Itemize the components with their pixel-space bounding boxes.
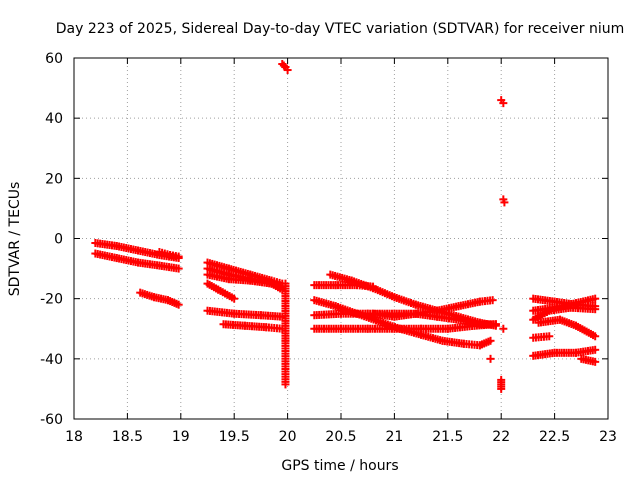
- data-point: [283, 66, 292, 75]
- x-tick-label: 18.5: [112, 429, 143, 445]
- grid: [74, 58, 608, 419]
- data-point: [545, 332, 554, 341]
- chart-title: Day 223 of 2025, Sidereal Day-to-day VTE…: [56, 21, 625, 37]
- x-tick-label: 20.5: [325, 429, 356, 445]
- data-point: [488, 296, 497, 305]
- x-axis-label: GPS time / hours: [281, 458, 398, 474]
- data-point: [499, 99, 508, 108]
- data-marks: [91, 60, 600, 393]
- data-point: [230, 294, 239, 303]
- data-point: [591, 305, 600, 314]
- x-axis-ticks: 18 18.5 19 19.5 20 20.5 21 21.5 22 22.5 23: [65, 58, 617, 445]
- y-tick-label: 40: [45, 111, 63, 127]
- x-tick-label: 19.5: [219, 429, 250, 445]
- data-point: [591, 357, 600, 366]
- data-point: [279, 61, 288, 70]
- data-point: [591, 345, 600, 354]
- data-point: [174, 252, 183, 261]
- y-tick-label: 0: [54, 232, 63, 248]
- data-point: [497, 375, 506, 384]
- x-tick-label: 23: [599, 429, 617, 445]
- x-tick-label: 20: [279, 429, 297, 445]
- data-point: [281, 380, 290, 389]
- y-tick-label: 20: [45, 171, 63, 187]
- data-point: [591, 294, 600, 303]
- x-tick-label: 22.5: [539, 429, 570, 445]
- y-tick-label: -20: [40, 292, 63, 308]
- x-tick-label: 22: [492, 429, 510, 445]
- data-point: [591, 332, 600, 341]
- data-point: [499, 324, 508, 333]
- y-tick-label: -40: [40, 352, 63, 368]
- x-tick-label: 18: [65, 429, 83, 445]
- y-axis-label: SDTVAR / TECUs: [7, 182, 23, 297]
- y-tick-label: 60: [45, 51, 63, 67]
- data-point: [486, 354, 495, 363]
- x-tick-label: 19: [172, 429, 190, 445]
- x-tick-label: 21.5: [432, 429, 463, 445]
- y-tick-label: -60: [40, 412, 63, 428]
- x-tick-label: 21: [385, 429, 403, 445]
- data-point: [486, 336, 495, 345]
- data-point: [500, 198, 509, 207]
- data-point: [174, 300, 183, 309]
- data-point: [174, 264, 183, 273]
- data-point: [491, 320, 500, 329]
- y-axis-ticks: -60 -40 -20 0 20 40 60: [40, 51, 608, 428]
